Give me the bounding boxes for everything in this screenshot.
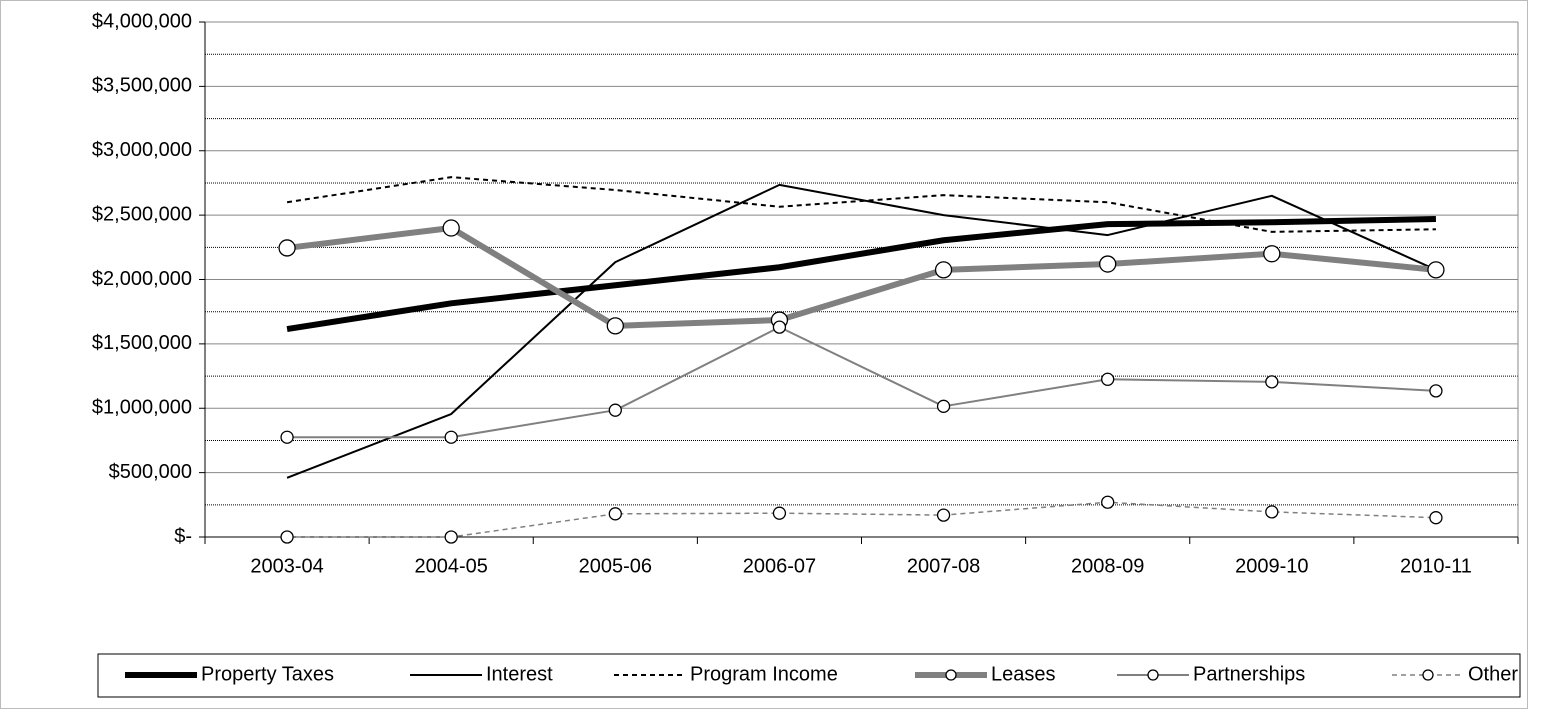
marker (1265, 505, 1279, 519)
marker (608, 403, 622, 417)
marker (772, 320, 787, 334)
y-tick-label: $3,500,000 (92, 75, 192, 97)
legend-marker (945, 669, 957, 681)
marker (444, 430, 458, 444)
marker (444, 530, 458, 544)
y-tick-label: $3,000,000 (92, 139, 192, 161)
x-tick-label: 2005-06 (579, 555, 652, 577)
marker (1429, 511, 1443, 525)
y-tick-label: $1,500,000 (92, 332, 192, 354)
marker (1429, 384, 1443, 398)
y-tick-label: $2,500,000 (92, 203, 192, 225)
legend-box (97, 653, 1521, 698)
legend-label: Partnerships (1193, 663, 1305, 685)
series-line (286, 225, 1437, 329)
x-tick-label: 2009-10 (1235, 555, 1308, 577)
marker (936, 508, 951, 522)
x-tick-label: 2007-08 (907, 555, 980, 577)
marker (936, 399, 951, 413)
series-line (286, 215, 1436, 333)
y-tick-label: $4,000,000 (92, 10, 192, 32)
marker (608, 507, 622, 521)
marker (1265, 375, 1279, 389)
x-tick-label: 2004-05 (414, 555, 487, 577)
legend-label: Leases (991, 663, 1056, 685)
marker (1099, 255, 1117, 273)
legend-label: Property Taxes (201, 663, 334, 685)
x-tick-label: 2003-04 (250, 555, 323, 577)
legend-label: Program Income (690, 663, 838, 685)
marker (606, 317, 624, 335)
marker (280, 430, 294, 444)
y-tick-label: $2,000,000 (92, 268, 192, 290)
x-tick-label: 2006-07 (743, 555, 816, 577)
marker (1427, 261, 1445, 279)
series-line (287, 501, 1436, 538)
marker (934, 261, 953, 279)
x-tick-label: 2010-11 (1400, 555, 1472, 577)
series-line (287, 326, 1436, 439)
marker (772, 506, 787, 520)
marker (442, 219, 460, 237)
marker (1101, 495, 1115, 509)
y-tick-label: $- (174, 525, 192, 547)
marker (1263, 245, 1281, 263)
x-tick-label: 2008-09 (1071, 555, 1144, 577)
y-tick-label: $500,000 (109, 461, 192, 483)
y-tick-label: $1,000,000 (92, 397, 192, 419)
series-line (286, 176, 1436, 233)
marker (278, 239, 296, 257)
legend-label: Other (1468, 663, 1518, 685)
marker (1101, 372, 1115, 386)
marker (280, 530, 294, 544)
legend-label: Interest (486, 663, 553, 685)
legend-marker (1147, 669, 1159, 681)
legend-marker (1422, 669, 1434, 681)
